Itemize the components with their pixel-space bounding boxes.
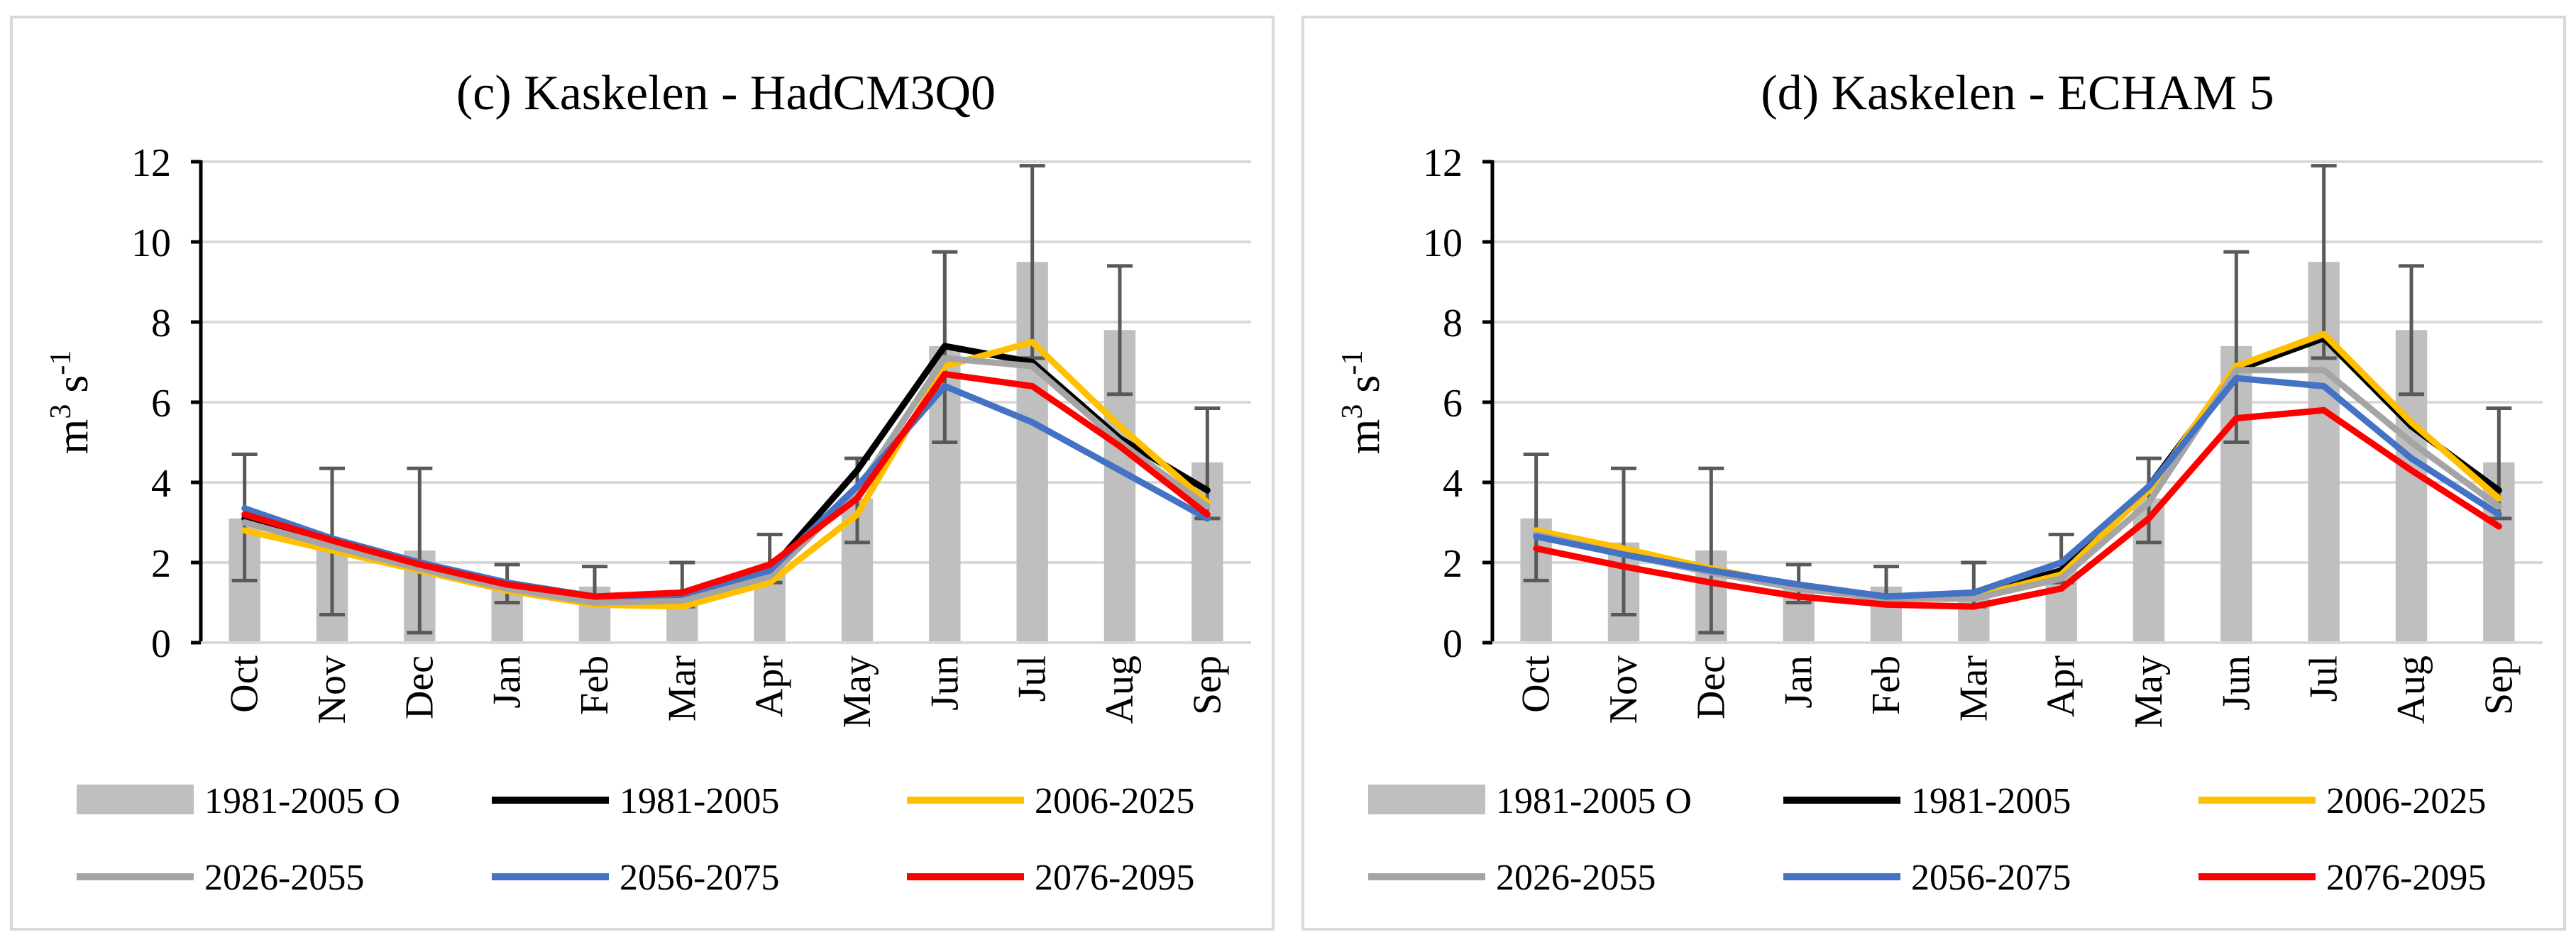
chart-c-svg: (c) Kaskelen - HadCM3Q0 0 2 4 6 8 10 12 Oct Nov De…	[45, 66, 1251, 898]
y-tick-label: 4	[1443, 462, 1463, 506]
y-tick-label: 0	[1443, 622, 1463, 666]
legend-item: 2026-2055	[1368, 858, 1656, 898]
x-tick-label: Feb	[573, 655, 617, 715]
error-bar-aug	[2399, 264, 2424, 397]
series-line-1981-2005	[1533, 335, 2502, 600]
series-line-2076-2095	[1533, 406, 2502, 610]
error-bar-nov	[1611, 466, 1636, 616]
legend-item: 2006-2025	[2198, 781, 2486, 821]
y-tick-label: 12	[1423, 141, 1463, 185]
y-tick-label: 0	[151, 622, 171, 666]
legend-label: 2076-2095	[1035, 858, 1194, 898]
y-axis-label: m3 s-1	[1336, 350, 1389, 455]
x-tick-label: Jun	[2214, 655, 2258, 711]
error-bar-dec	[1698, 466, 1724, 635]
y-tick-label: 12	[131, 141, 171, 185]
error-bar-jul	[2311, 164, 2337, 360]
x-tick-label: Dec	[397, 655, 441, 719]
x-tick-label: Oct	[223, 655, 267, 713]
y-tick-label: 4	[151, 462, 171, 506]
legend-item: 1981-2005 O	[1368, 781, 1692, 821]
legend-item: 2056-2075	[492, 858, 779, 898]
legend-label: 2056-2075	[620, 858, 779, 898]
legend-label: 2056-2075	[1911, 858, 2071, 898]
y-tick-label: 10	[1423, 221, 1463, 265]
x-tick-label: Nov	[310, 655, 354, 724]
error-bar-aug	[1107, 264, 1133, 397]
x-tick-label: Jan	[485, 655, 529, 709]
error-bar-jun	[2223, 250, 2250, 444]
series-line-2076-2095	[241, 370, 1211, 600]
x-tick-label: Jul	[2302, 655, 2346, 702]
error-bar-dec	[407, 466, 433, 635]
legend-label: 1981-2005	[1911, 781, 2071, 821]
series-line-2006-2025	[1533, 331, 2502, 602]
series-line-2056-2075	[1533, 375, 2502, 600]
x-tick-label: May	[2127, 655, 2171, 729]
legend-item: 1981-2005	[1783, 781, 2071, 821]
legend-swatch	[1368, 785, 1485, 814]
legend-label: 1981-2005 O	[1496, 781, 1692, 821]
legend-label: 1981-2005 O	[204, 781, 400, 821]
error-bar-oct	[1523, 452, 1549, 582]
y-tick-label: 6	[1443, 382, 1463, 426]
x-tick-label: Dec	[1689, 655, 1733, 719]
chart-title: (c) Kaskelen - HadCM3Q0	[456, 66, 996, 121]
legend-item: 2076-2095	[907, 858, 1194, 898]
legend-swatch	[77, 785, 194, 814]
x-tick-label: Aug	[1098, 655, 1142, 724]
legend-item: 2026-2055	[77, 858, 364, 898]
y-axis-label: m3 s-1	[45, 350, 97, 455]
x-tick-label: Feb	[1864, 655, 1908, 715]
x-tick-label: Jun	[923, 655, 967, 711]
x-tick-label: Jul	[1011, 655, 1055, 702]
x-tick-label: May	[835, 655, 879, 729]
y-tick-label: 8	[151, 301, 171, 345]
legend-item: 1981-2005	[492, 781, 779, 821]
x-tick-label: Mar	[1952, 655, 1996, 722]
chart-panel-c: (c) Kaskelen - HadCM3Q0 0 2 4 6 8 10 12 Oct Nov De…	[10, 16, 1275, 931]
legend-label: 2076-2095	[2326, 858, 2486, 898]
x-tick-label: Sep	[2477, 655, 2521, 715]
x-tick-label: Sep	[1185, 655, 1229, 715]
chart-title: (d) Kaskelen - ECHAM 5	[1761, 66, 2274, 121]
x-tick-label: Jan	[1777, 655, 1821, 709]
x-tick-label: Nov	[1602, 655, 1646, 724]
series-line-2006-2025	[241, 338, 1211, 610]
legend-label: 2026-2055	[1496, 858, 1656, 898]
y-tick-label: 6	[151, 382, 171, 426]
legend-label: 2006-2025	[2326, 781, 2486, 821]
legend-item: 2076-2095	[2198, 858, 2486, 898]
legend-item: 2006-2025	[907, 781, 1194, 821]
y-tick-label: 2	[1443, 542, 1463, 586]
legend-label: 2006-2025	[1035, 781, 1194, 821]
y-tick-label: 2	[151, 542, 171, 586]
legend-item: 1981-2005 O	[77, 781, 400, 821]
x-tick-label: Oct	[1514, 655, 1558, 713]
chart-d-svg: (d) Kaskelen - ECHAM 5 0 2 4 6 8 10 12 Oct Nov Dec…	[1336, 66, 2543, 898]
x-tick-label: Apr	[2040, 655, 2084, 717]
chart-panel-d: (d) Kaskelen - ECHAM 5 0 2 4 6 8 10 12 Oct Nov Dec…	[1301, 16, 2566, 931]
x-tick-label: Apr	[748, 655, 792, 717]
legend-label: 2026-2055	[204, 858, 364, 898]
y-tick-label: 8	[1443, 301, 1463, 345]
series-line-2026-2055	[241, 355, 1211, 606]
legend-item: 2056-2075	[1783, 858, 2071, 898]
x-tick-label: Mar	[660, 655, 704, 722]
x-tick-label: Aug	[2389, 655, 2433, 724]
y-tick-label: 10	[131, 221, 171, 265]
legend-label: 1981-2005	[620, 781, 779, 821]
